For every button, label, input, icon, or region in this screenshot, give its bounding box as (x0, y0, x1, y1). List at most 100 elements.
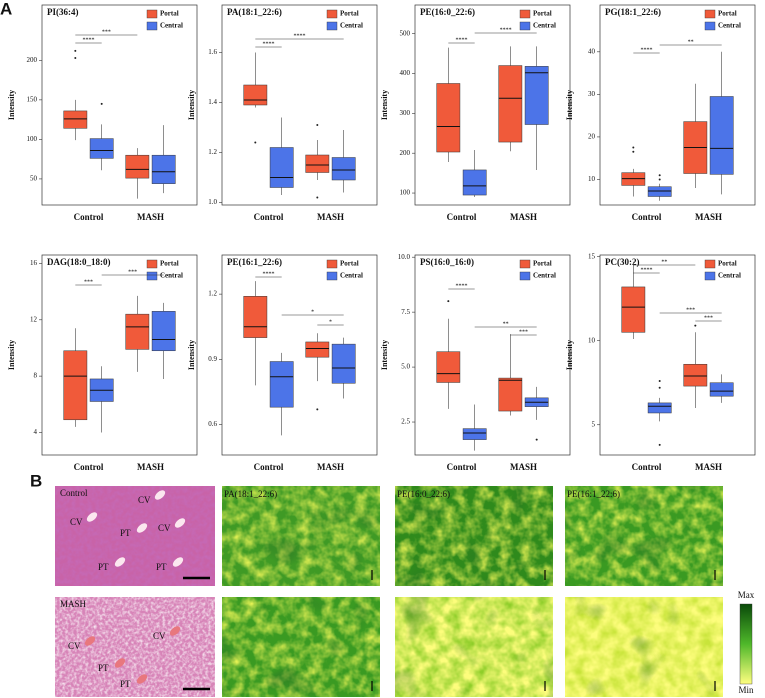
he-texture (55, 486, 215, 586)
x-tick-label: MASH (510, 462, 537, 472)
box (243, 84, 268, 106)
outlier (447, 300, 450, 303)
he-label: PT (120, 679, 131, 689)
box (89, 138, 114, 159)
y-tick-label: 50 (30, 175, 38, 183)
significance-label: ** (688, 39, 694, 45)
y-tick-label: 200 (27, 56, 38, 64)
legend-label: Portal (340, 10, 359, 18)
legend-label: Central (340, 272, 363, 280)
box (125, 313, 150, 350)
y-tick-label: 40 (588, 47, 596, 55)
y-tick-label: 1.6 (208, 48, 217, 56)
vessel (84, 636, 96, 646)
outlier (316, 124, 319, 126)
msi-dark (222, 597, 380, 697)
outlier (632, 146, 635, 149)
legend-swatch (704, 271, 716, 281)
outlier (100, 102, 103, 105)
significance-label: **** (641, 267, 653, 273)
significance-label: **** (456, 37, 468, 43)
legend-swatch (519, 21, 531, 31)
significance-label: * (311, 309, 314, 315)
box (125, 154, 150, 179)
chart-title: PE(16:0_22:6) (420, 7, 475, 17)
significance-label: **** (641, 47, 653, 53)
vessel (114, 557, 126, 567)
y-axis-label: Intensity (187, 90, 196, 120)
x-tick-label: MASH (695, 462, 722, 472)
he-label: PT (98, 562, 109, 572)
significance-label: **** (83, 37, 95, 43)
legend-label: Portal (340, 260, 359, 268)
he-label: CV (158, 523, 171, 533)
msi-dark (565, 597, 723, 697)
x-tick-label: MASH (137, 212, 164, 222)
y-tick-label: 0.9 (208, 355, 217, 363)
y-axis-label: Intensity (565, 340, 574, 370)
msi-dark (395, 597, 553, 697)
outlier (658, 386, 661, 389)
x-tick-label: Control (447, 212, 477, 222)
vessel (174, 518, 186, 528)
box (683, 363, 708, 387)
y-tick-label: 7.5 (401, 308, 410, 316)
x-tick-label: MASH (317, 462, 344, 472)
he-label: PT (156, 562, 167, 572)
box (709, 382, 734, 397)
x-tick-label: Control (447, 462, 477, 472)
y-tick-label: 0.6 (208, 420, 217, 428)
box (524, 66, 549, 125)
significance-label: *** (128, 269, 137, 275)
plot-frame (221, 254, 378, 456)
panel-label: B (30, 471, 42, 490)
legend-label: Central (160, 272, 183, 280)
outlier (316, 408, 319, 411)
x-tick-label: MASH (695, 212, 722, 222)
chart-title: PI(36:4) (47, 7, 79, 17)
plot-frame (599, 254, 756, 456)
legend-swatch (519, 271, 531, 281)
box (331, 157, 356, 181)
legend-swatch (326, 259, 338, 269)
outlier (254, 141, 257, 144)
outlier (74, 56, 77, 59)
vessel (169, 626, 181, 636)
outlier (658, 174, 661, 177)
vessel (86, 512, 98, 522)
legend-label: Central (160, 22, 183, 30)
box (243, 296, 268, 338)
y-axis-label: Intensity (380, 340, 389, 370)
significance-label: **** (263, 271, 275, 277)
he-row-label: MASH (60, 599, 87, 609)
box (647, 186, 672, 197)
legend-label: Portal (533, 260, 552, 268)
box (305, 341, 330, 358)
significance-label: ** (503, 321, 509, 327)
x-tick-label: MASH (137, 462, 164, 472)
legend-label: Central (533, 272, 556, 280)
y-tick-label: 1.2 (208, 148, 217, 156)
significance-label: *** (519, 329, 528, 335)
y-tick-label: 500 (400, 29, 411, 37)
he-label: PT (98, 663, 109, 673)
legend-label: Central (718, 22, 741, 30)
plot-frame (41, 4, 198, 206)
box (151, 311, 176, 352)
legend-label: Central (340, 22, 363, 30)
y-tick-label: 1.2 (208, 290, 217, 298)
msi-dark (222, 486, 380, 586)
legend-label: Portal (718, 260, 737, 268)
chart-title: PG(18:1_22:6) (605, 7, 661, 17)
x-tick-label: Control (632, 462, 662, 472)
plot-frame (599, 4, 756, 206)
box (63, 350, 88, 421)
legend-swatch (146, 21, 158, 31)
box (269, 147, 294, 188)
outlier (658, 443, 661, 446)
legend-label: Central (718, 272, 741, 280)
chart-title: PC(30:2) (605, 257, 640, 267)
legend-swatch (519, 9, 531, 19)
box (331, 343, 356, 384)
legend-swatch (704, 21, 716, 31)
